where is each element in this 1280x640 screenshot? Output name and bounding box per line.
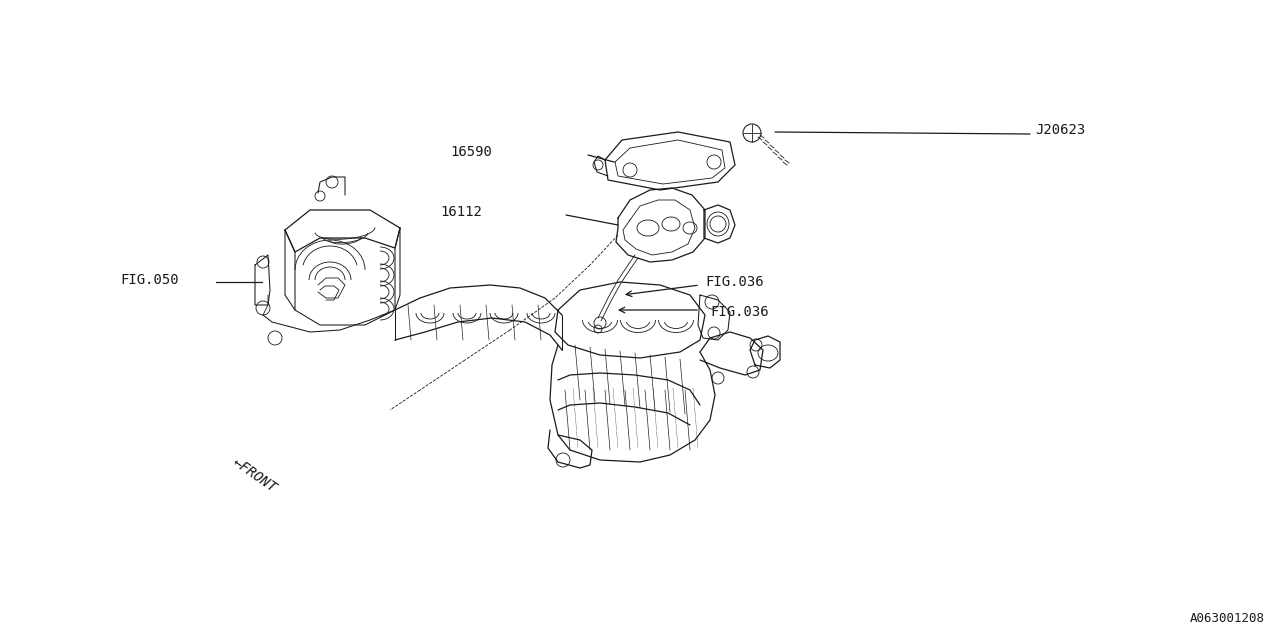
Text: 16590: 16590 xyxy=(451,145,492,159)
Text: ←FRONT: ←FRONT xyxy=(230,455,279,495)
Text: J20623: J20623 xyxy=(1036,123,1085,137)
Text: FIG.050: FIG.050 xyxy=(120,273,179,287)
Text: FIG.036: FIG.036 xyxy=(705,275,764,289)
Text: FIG.036: FIG.036 xyxy=(710,305,768,319)
Text: 16112: 16112 xyxy=(440,205,481,219)
Text: A063001208: A063001208 xyxy=(1190,612,1265,625)
